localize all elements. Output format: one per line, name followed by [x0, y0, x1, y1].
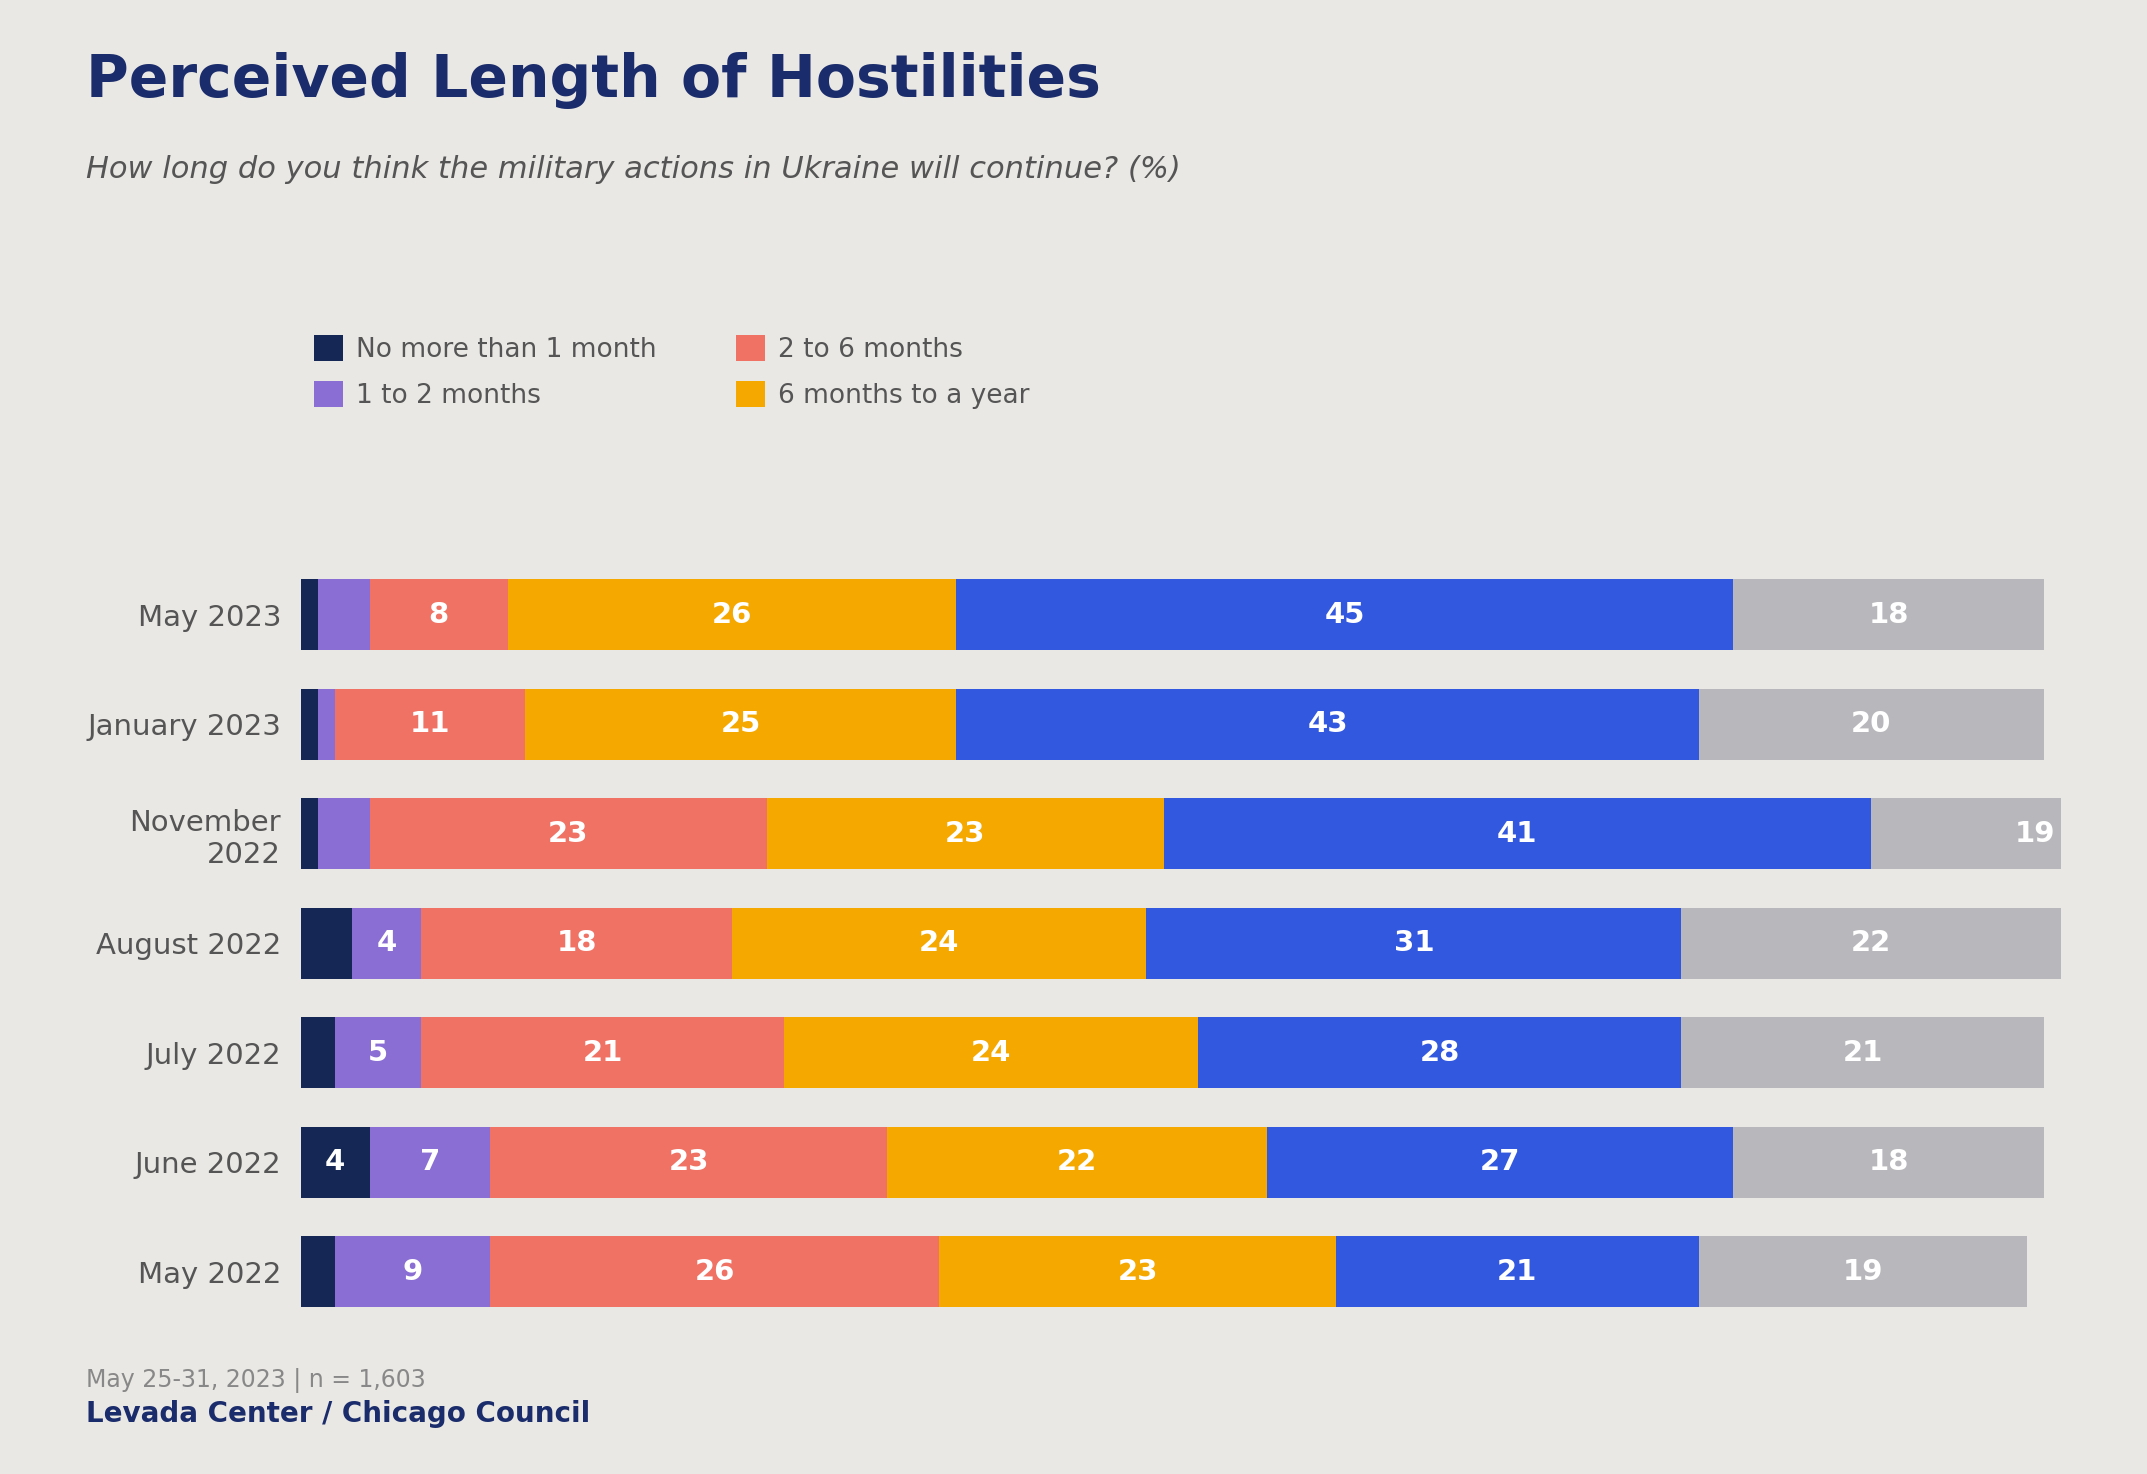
Bar — [335, 1017, 421, 1088]
Bar — [732, 908, 1146, 979]
Bar — [490, 1126, 887, 1198]
Text: 27: 27 — [1479, 1148, 1520, 1176]
Text: 45: 45 — [1325, 601, 1365, 629]
Text: 20: 20 — [1851, 710, 1892, 738]
Text: 9: 9 — [404, 1257, 423, 1285]
Bar — [887, 1126, 1267, 1198]
Text: 28: 28 — [1419, 1039, 1460, 1067]
Bar — [301, 1237, 335, 1307]
Legend: No more than 1 month, 1 to 2 months, 2 to 6 months, 6 months to a year: No more than 1 month, 1 to 2 months, 2 t… — [313, 335, 1031, 408]
Bar — [318, 688, 335, 761]
Text: 4: 4 — [376, 930, 397, 957]
Text: 21: 21 — [1496, 1257, 1537, 1285]
Bar — [301, 579, 318, 650]
Bar — [766, 799, 1164, 870]
Bar — [1733, 1126, 2044, 1198]
Bar — [1872, 799, 2147, 870]
Text: Perceived Length of Hostilities: Perceived Length of Hostilities — [86, 52, 1101, 109]
Text: How long do you think the military actions in Ukraine will continue? (%): How long do you think the military actio… — [86, 155, 1181, 184]
Text: 26: 26 — [713, 601, 751, 629]
Bar — [301, 908, 352, 979]
Bar — [1681, 1017, 2044, 1088]
Text: 31: 31 — [1393, 930, 1434, 957]
Text: 19: 19 — [2016, 820, 2055, 848]
Text: 4: 4 — [324, 1148, 346, 1176]
Text: 18: 18 — [1868, 601, 1909, 629]
Bar — [369, 1126, 490, 1198]
Bar — [301, 799, 318, 870]
Text: 21: 21 — [582, 1039, 623, 1067]
Text: 26: 26 — [696, 1257, 734, 1285]
Text: 43: 43 — [1308, 710, 1348, 738]
Bar — [318, 799, 369, 870]
Bar — [301, 1126, 369, 1198]
Text: 7: 7 — [421, 1148, 440, 1176]
Bar — [938, 1237, 1335, 1307]
Bar — [1267, 1126, 1733, 1198]
Text: 11: 11 — [410, 710, 451, 738]
Bar — [421, 908, 732, 979]
Bar — [369, 799, 766, 870]
Bar — [335, 688, 526, 761]
Bar — [421, 1017, 784, 1088]
Text: 18: 18 — [1868, 1148, 1909, 1176]
Text: 23: 23 — [547, 820, 588, 848]
Bar — [1146, 908, 1681, 979]
Text: 25: 25 — [721, 710, 760, 738]
Text: 19: 19 — [1842, 1257, 1883, 1285]
Bar — [1198, 1017, 1681, 1088]
Text: 24: 24 — [970, 1039, 1011, 1067]
Text: 41: 41 — [1496, 820, 1537, 848]
Bar — [507, 579, 955, 650]
Bar — [369, 579, 507, 650]
Text: 22: 22 — [1056, 1148, 1097, 1176]
Text: May 25-31, 2023 | n = 1,603: May 25-31, 2023 | n = 1,603 — [86, 1368, 425, 1393]
Bar — [526, 688, 955, 761]
Bar — [335, 1237, 490, 1307]
Text: 23: 23 — [945, 820, 985, 848]
Bar — [301, 1017, 335, 1088]
Text: 8: 8 — [429, 601, 449, 629]
Bar — [955, 579, 1733, 650]
Bar — [490, 1237, 938, 1307]
Text: 18: 18 — [556, 930, 597, 957]
Bar — [1733, 579, 2044, 650]
Text: 23: 23 — [1116, 1257, 1157, 1285]
Bar — [352, 908, 421, 979]
Bar — [1698, 688, 2044, 761]
Bar — [1164, 799, 1872, 870]
Text: 23: 23 — [668, 1148, 709, 1176]
Bar — [318, 579, 369, 650]
Bar — [784, 1017, 1198, 1088]
Bar — [955, 688, 1698, 761]
Bar — [1681, 908, 2061, 979]
Bar — [1335, 1237, 1698, 1307]
Text: 5: 5 — [367, 1039, 389, 1067]
Bar — [1698, 1237, 2027, 1307]
Bar — [301, 688, 318, 761]
Text: 22: 22 — [1851, 930, 1892, 957]
Text: 21: 21 — [1842, 1039, 1883, 1067]
Text: Levada Center / Chicago Council: Levada Center / Chicago Council — [86, 1400, 590, 1428]
Text: 24: 24 — [919, 930, 960, 957]
